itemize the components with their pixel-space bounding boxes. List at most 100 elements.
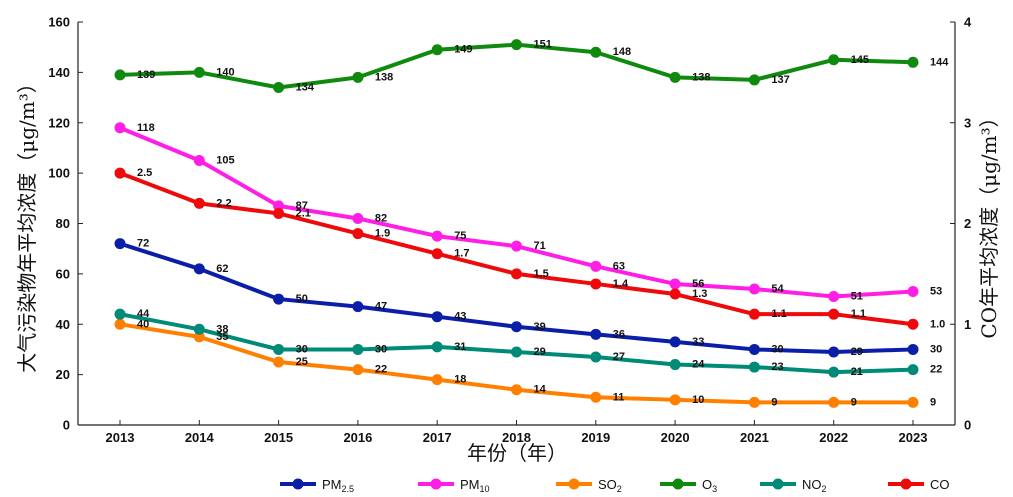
data-label-o3: 148 xyxy=(613,46,631,58)
data-label-co: 1.1 xyxy=(771,308,786,320)
data-label-o3: 137 xyxy=(771,74,789,86)
data-label-so2: 14 xyxy=(534,384,547,396)
data-point-o3 xyxy=(748,74,760,86)
data-point-pm10 xyxy=(669,278,681,290)
right-y-tick-label: 4 xyxy=(964,15,972,30)
data-point-pm10 xyxy=(590,260,602,272)
right-y-tick-label: 1 xyxy=(964,317,971,332)
data-label-so2: 25 xyxy=(296,356,308,368)
data-label-so2: 40 xyxy=(137,318,149,330)
legend-swatch-marker xyxy=(672,478,684,490)
data-point-so2 xyxy=(748,396,760,408)
x-tick-label: 2016 xyxy=(343,430,372,445)
data-label-so2: 35 xyxy=(216,331,228,343)
data-point-co xyxy=(273,207,285,219)
data-point-pm25 xyxy=(828,346,840,358)
data-point-no2 xyxy=(193,323,205,335)
data-point-co xyxy=(193,197,205,209)
data-label-co: 2.2 xyxy=(216,197,231,209)
data-label-pm10: 53 xyxy=(930,286,942,298)
left-y-tick-label: 80 xyxy=(56,216,70,231)
data-point-o3 xyxy=(669,71,681,83)
legend-item-no2: NO2 xyxy=(760,477,827,494)
data-point-co xyxy=(431,248,443,260)
data-point-no2 xyxy=(273,343,285,355)
data-point-o3 xyxy=(511,39,522,51)
data-label-co: 2.5 xyxy=(137,167,152,179)
series-line-o3 xyxy=(119,42,914,90)
data-label-no2: 30 xyxy=(375,343,387,355)
data-point-pm10 xyxy=(193,155,205,167)
data-label-so2: 9 xyxy=(771,396,777,408)
data-point-pm10 xyxy=(273,200,285,212)
legend-swatch-marker xyxy=(568,478,580,490)
data-point-no2 xyxy=(352,343,364,355)
data-point-no2 xyxy=(511,346,522,358)
data-point-co xyxy=(352,228,364,240)
data-point-o3 xyxy=(273,81,285,93)
data-point-pm25 xyxy=(907,343,919,355)
legend-item-pm10: PM10 xyxy=(418,477,490,494)
legend-swatch-marker xyxy=(292,478,304,490)
data-label-pm25: 43 xyxy=(454,311,466,323)
data-label-o3: 134 xyxy=(296,81,315,93)
data-point-co xyxy=(114,167,126,179)
data-label-no2: 44 xyxy=(137,308,150,320)
left-y-axis-title: 大气污染物年平均浓度（μg/m³） xyxy=(15,73,39,373)
data-point-so2 xyxy=(114,318,126,330)
series-line-pm25 xyxy=(119,241,914,354)
data-point-o3 xyxy=(352,71,364,83)
x-axis-title: 年份（年） xyxy=(467,441,567,465)
data-point-pm25 xyxy=(431,311,443,323)
right-y-tick-label: 0 xyxy=(964,418,971,433)
data-label-no2: 30 xyxy=(296,343,308,355)
legend-item-pm25: PM2.5 xyxy=(280,477,354,494)
data-point-pm10 xyxy=(431,230,443,242)
data-label-pm25: 30 xyxy=(771,343,783,355)
data-label-pm10: 118 xyxy=(137,122,155,134)
data-label-pm10: 75 xyxy=(454,230,466,242)
x-tick-label: 2021 xyxy=(740,430,769,445)
data-label-o3: 139 xyxy=(137,69,155,81)
left-y-tick-label: 140 xyxy=(48,65,70,80)
data-label-co: 2.1 xyxy=(296,207,311,219)
left-y-tick-label: 60 xyxy=(56,266,70,281)
data-label-pm25: 72 xyxy=(137,238,149,250)
data-label-co: 1.7 xyxy=(454,248,469,260)
data-point-co xyxy=(511,268,522,280)
data-point-co xyxy=(828,308,840,320)
data-label-pm25: 62 xyxy=(216,263,228,275)
data-label-co: 1.4 xyxy=(613,278,629,290)
x-tick-label: 2017 xyxy=(423,430,452,445)
data-point-o3 xyxy=(431,44,443,56)
data-point-pm25 xyxy=(352,301,364,313)
data-label-pm10: 51 xyxy=(851,291,863,303)
data-point-pm25 xyxy=(273,293,285,305)
data-label-no2: 24 xyxy=(692,359,705,371)
left-y-tick-label: 100 xyxy=(48,166,70,181)
legend-label: CO xyxy=(930,477,950,492)
chart-series xyxy=(114,39,919,408)
data-label-pm10: 54 xyxy=(771,283,784,295)
data-label-so2: 9 xyxy=(851,396,857,408)
data-point-pm10 xyxy=(748,283,760,295)
data-label-no2: 22 xyxy=(930,364,942,376)
data-label-pm25: 39 xyxy=(534,321,546,333)
data-point-pm25 xyxy=(193,263,205,275)
data-label-no2: 31 xyxy=(454,341,466,353)
right-y-axis-title: CO年平均浓度（μg/m³） xyxy=(977,107,1001,338)
data-label-no2: 27 xyxy=(613,351,625,363)
data-label-o3: 151 xyxy=(534,39,552,51)
legend-swatch-marker xyxy=(430,478,442,490)
x-tick-label: 2023 xyxy=(899,430,928,445)
data-point-so2 xyxy=(669,394,681,406)
data-label-o3: 145 xyxy=(851,54,869,66)
data-label-pm10: 105 xyxy=(216,155,234,167)
data-label-so2: 18 xyxy=(454,374,466,386)
data-label-pm25: 47 xyxy=(375,301,387,313)
data-label-pm25: 36 xyxy=(613,328,625,340)
legend-label: SO2 xyxy=(598,477,622,494)
legend-swatch-marker xyxy=(900,478,912,490)
data-label-co: 1.3 xyxy=(692,288,707,300)
